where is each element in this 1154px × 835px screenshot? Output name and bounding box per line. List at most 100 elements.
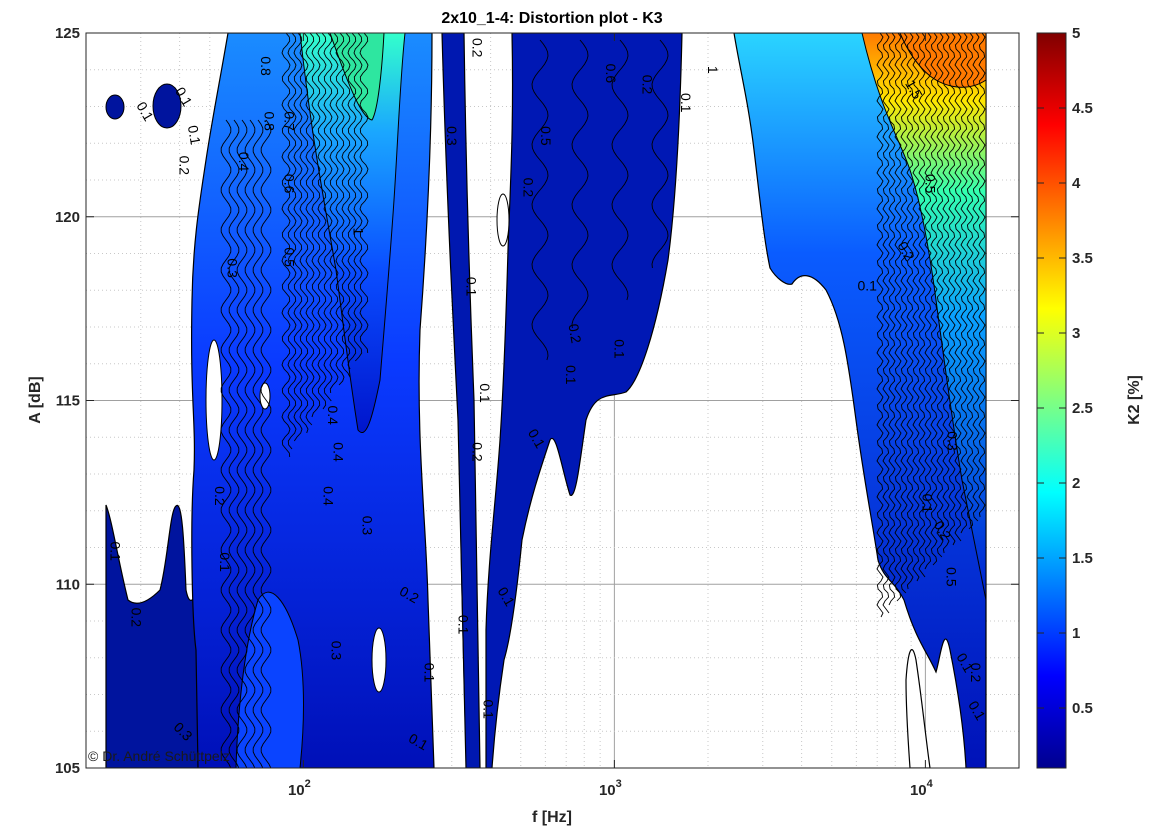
y-tick-label: 115	[56, 393, 80, 410]
contour-label: 0.2	[470, 38, 486, 58]
copyright-watermark: © Dr. André Schüttpelz	[88, 748, 230, 764]
colorbar-ticks: 0.5 1 1.5 2 2.5 3 3.5 4 4.5 5	[1037, 25, 1093, 717]
colorbar-tick-label: 4	[1072, 175, 1081, 192]
contour-line	[244, 119, 256, 768]
contour-line	[894, 33, 902, 602]
colorbar-tick-label: 2.5	[1072, 400, 1093, 417]
contour-label: 0.4	[320, 486, 336, 506]
contour-line	[876, 33, 884, 618]
contour-line	[936, 33, 944, 558]
colorbar-tick-label: 0.5	[1072, 700, 1093, 717]
colorbar-tick-label: 1	[1072, 625, 1080, 642]
contour-line	[954, 33, 962, 542]
contour-label: 0.2	[470, 442, 486, 462]
colorbar	[1036, 32, 1067, 769]
contour-line	[299, 33, 309, 434]
region-bass-core	[299, 33, 406, 433]
contour-label: 0.2	[520, 178, 536, 198]
contour-label: 0.1	[920, 494, 936, 514]
contour-line	[960, 33, 968, 534]
contour-label: 0.1	[217, 552, 233, 572]
contour-line	[293, 33, 303, 442]
contour-label: 0.5	[538, 126, 554, 146]
contour-line	[359, 33, 369, 354]
contour-label: 0.1	[108, 541, 124, 561]
island-2	[152, 83, 182, 129]
y-tick-label: 120	[55, 209, 80, 226]
contour-label: 0.1	[611, 339, 627, 359]
x-axis-label: f [Hz]	[532, 809, 572, 826]
contour-label: 0.5	[282, 247, 298, 267]
contour-line	[220, 119, 232, 768]
contour-line	[918, 33, 926, 578]
region-midrange	[485, 33, 683, 768]
contour-line	[281, 33, 291, 458]
contour-line	[252, 119, 264, 768]
island-1	[105, 94, 125, 120]
x-tick-label: 103	[599, 778, 622, 799]
hole-2	[496, 193, 510, 247]
contour-label: 0.5	[922, 174, 938, 194]
contour-label: 1	[351, 228, 367, 236]
hole-1	[205, 339, 223, 461]
contour-line	[353, 33, 363, 362]
contour-line	[972, 33, 980, 522]
contour-label: 0.7	[282, 111, 298, 131]
colorbar-label: K2 [%]	[1126, 375, 1143, 425]
colorbar-tick-label: 2	[1072, 475, 1080, 492]
contour-label: 0.2	[639, 75, 655, 95]
contour-line	[531, 39, 549, 361]
contour-label: 0.3	[945, 431, 961, 451]
chart-title: 2x10_1-4: Distortion plot - K3	[441, 10, 662, 27]
contour-label: 0.3	[444, 126, 460, 146]
contour-label: 0.1	[678, 93, 694, 113]
contour-line	[924, 33, 932, 570]
region-treble-hotspot	[899, 33, 987, 88]
hole-3	[371, 627, 387, 693]
region-bass-hotspot	[329, 33, 385, 121]
contour-line	[236, 119, 248, 768]
contour-line	[305, 33, 315, 426]
colorbar-tick-label: 5	[1072, 25, 1080, 42]
colorbar-tick-label: 4.5	[1072, 100, 1093, 117]
contour-label: 0.1	[464, 277, 480, 297]
colorbar-tick-label: 1.5	[1072, 550, 1093, 567]
y-axis-label: A [dB]	[27, 376, 44, 423]
contour-line	[888, 33, 896, 606]
axis-ticks	[86, 32, 1019, 769]
contour-line	[287, 33, 297, 450]
contour-label: 0.8	[262, 111, 278, 131]
contour-labels: 0.10.10.10.2 0.40.80.8 0.70.60.50.310.20.3…	[108, 38, 989, 754]
contour-line	[335, 33, 345, 386]
contour-line	[912, 33, 920, 582]
hole-lower-right	[905, 649, 931, 768]
contour-label: 0.2	[128, 608, 144, 628]
contour-lines	[220, 33, 986, 768]
contour-line	[347, 33, 357, 370]
contour-line	[948, 33, 956, 546]
contour-label: 0.2	[177, 156, 193, 176]
contour-label: 0.3	[360, 516, 376, 536]
contour-line	[942, 33, 950, 554]
contour-line	[323, 33, 333, 402]
x-tick-label: 102	[288, 778, 311, 799]
contour-label: 0.3	[328, 641, 344, 661]
colorbar-tick-label: 3.5	[1072, 250, 1093, 267]
y-tick-label: 110	[56, 576, 80, 593]
contour-label: 0.4	[236, 152, 252, 172]
contour-line	[317, 33, 327, 410]
contour-line	[906, 33, 914, 590]
contour-line	[329, 33, 339, 394]
contour-label: 0.6	[603, 64, 619, 84]
colorbar-tick-label: 3	[1072, 325, 1080, 342]
contour-line	[900, 33, 908, 594]
contour-line	[260, 119, 272, 768]
contour-line	[651, 39, 669, 269]
contour-label: 0.1	[455, 615, 471, 635]
contour-label: 0.2	[565, 323, 584, 345]
contour-label: 0.1	[185, 124, 204, 146]
contour-line	[571, 39, 589, 329]
contour-label: 1	[705, 66, 721, 74]
contour-label: 0.4	[325, 405, 341, 425]
y-tick-label: 125	[55, 25, 80, 42]
